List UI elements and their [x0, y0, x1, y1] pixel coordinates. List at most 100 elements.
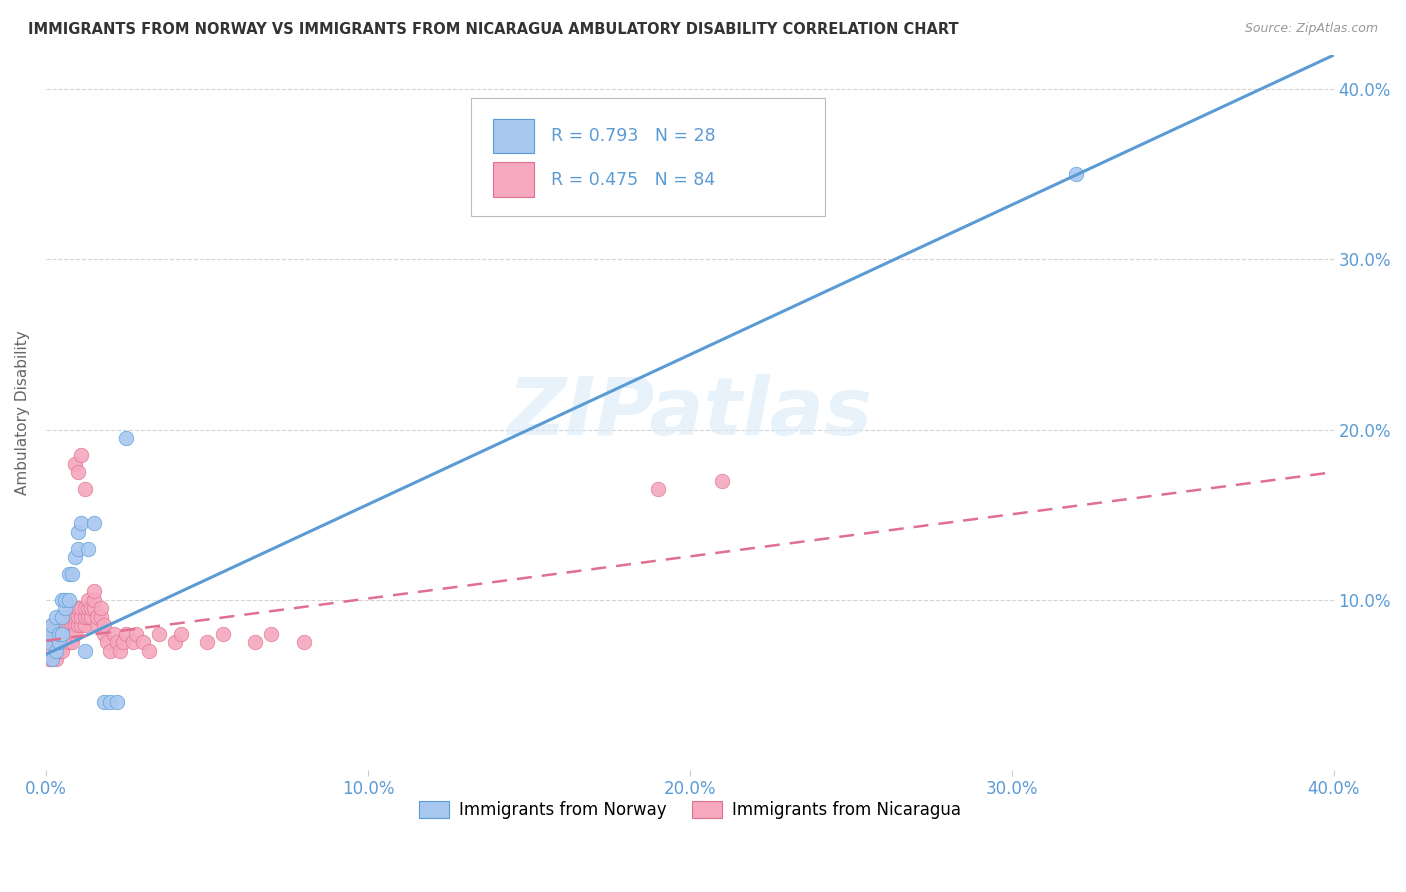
Point — [115, 431, 138, 445]
Point — [105, 695, 128, 709]
Point — [41, 618, 63, 632]
Point — [63, 609, 86, 624]
Point — [73, 482, 96, 496]
Point — [58, 592, 80, 607]
Point — [131, 635, 153, 649]
Point — [45, 609, 67, 624]
Y-axis label: Ambulatory Disability: Ambulatory Disability — [15, 330, 30, 495]
Point — [83, 592, 105, 607]
Point — [60, 609, 83, 624]
Point — [76, 592, 98, 607]
Point — [41, 627, 63, 641]
Point — [148, 627, 170, 641]
Text: IMMIGRANTS FROM NORWAY VS IMMIGRANTS FROM NICARAGUA AMBULATORY DISABILITY CORREL: IMMIGRANTS FROM NORWAY VS IMMIGRANTS FRO… — [28, 22, 959, 37]
Point — [138, 644, 160, 658]
Point — [45, 644, 67, 658]
Point — [51, 644, 73, 658]
FancyBboxPatch shape — [492, 162, 534, 196]
Point — [38, 627, 60, 641]
Point — [41, 635, 63, 649]
Point — [1064, 167, 1087, 181]
Point — [45, 652, 67, 666]
Point — [67, 524, 90, 539]
Point — [51, 618, 73, 632]
Point — [41, 644, 63, 658]
Point — [60, 635, 83, 649]
Point — [63, 627, 86, 641]
Point — [45, 644, 67, 658]
Point — [60, 567, 83, 582]
Point — [115, 627, 138, 641]
Point — [76, 601, 98, 615]
Point — [83, 584, 105, 599]
Point — [51, 627, 73, 641]
Point — [711, 474, 734, 488]
Point — [67, 618, 90, 632]
Point — [51, 627, 73, 641]
Point — [90, 601, 112, 615]
Point — [58, 567, 80, 582]
Point — [58, 635, 80, 649]
Point — [163, 635, 186, 649]
Point — [98, 695, 121, 709]
Point — [105, 635, 128, 649]
Point — [48, 618, 70, 632]
Point — [41, 652, 63, 666]
Point — [41, 618, 63, 632]
Point — [48, 635, 70, 649]
Point — [292, 635, 315, 649]
Point — [96, 635, 118, 649]
Point — [45, 627, 67, 641]
Point — [67, 609, 90, 624]
Point — [80, 601, 103, 615]
Point — [73, 618, 96, 632]
Point — [53, 618, 76, 632]
Point — [60, 627, 83, 641]
Point — [63, 457, 86, 471]
Point — [38, 627, 60, 641]
Point — [90, 609, 112, 624]
Point — [93, 627, 115, 641]
Point — [170, 627, 193, 641]
Point — [38, 652, 60, 666]
Point — [70, 618, 93, 632]
Point — [63, 550, 86, 565]
Point — [67, 601, 90, 615]
Point — [86, 609, 108, 624]
Point — [73, 644, 96, 658]
Point — [51, 635, 73, 649]
Point — [112, 635, 135, 649]
Point — [53, 627, 76, 641]
Point — [98, 644, 121, 658]
Text: R = 0.475   N = 84: R = 0.475 N = 84 — [551, 170, 716, 188]
Point — [93, 695, 115, 709]
FancyBboxPatch shape — [492, 119, 534, 153]
Point — [125, 627, 148, 641]
Point — [53, 592, 76, 607]
FancyBboxPatch shape — [471, 98, 825, 216]
Point — [63, 618, 86, 632]
Point — [122, 635, 145, 649]
Text: R = 0.793   N = 28: R = 0.793 N = 28 — [551, 127, 716, 145]
Point — [93, 618, 115, 632]
Point — [70, 601, 93, 615]
Point — [83, 516, 105, 531]
Point — [86, 618, 108, 632]
Point — [195, 635, 218, 649]
Point — [83, 601, 105, 615]
Point — [70, 609, 93, 624]
Point — [67, 541, 90, 556]
Point — [108, 644, 131, 658]
Point — [38, 635, 60, 649]
Point — [103, 627, 125, 641]
Text: Source: ZipAtlas.com: Source: ZipAtlas.com — [1244, 22, 1378, 36]
Point — [260, 627, 283, 641]
Point — [48, 644, 70, 658]
Point — [73, 609, 96, 624]
Point — [53, 609, 76, 624]
Point — [76, 609, 98, 624]
Point — [76, 541, 98, 556]
Point — [51, 609, 73, 624]
Point — [67, 465, 90, 479]
Point — [58, 618, 80, 632]
